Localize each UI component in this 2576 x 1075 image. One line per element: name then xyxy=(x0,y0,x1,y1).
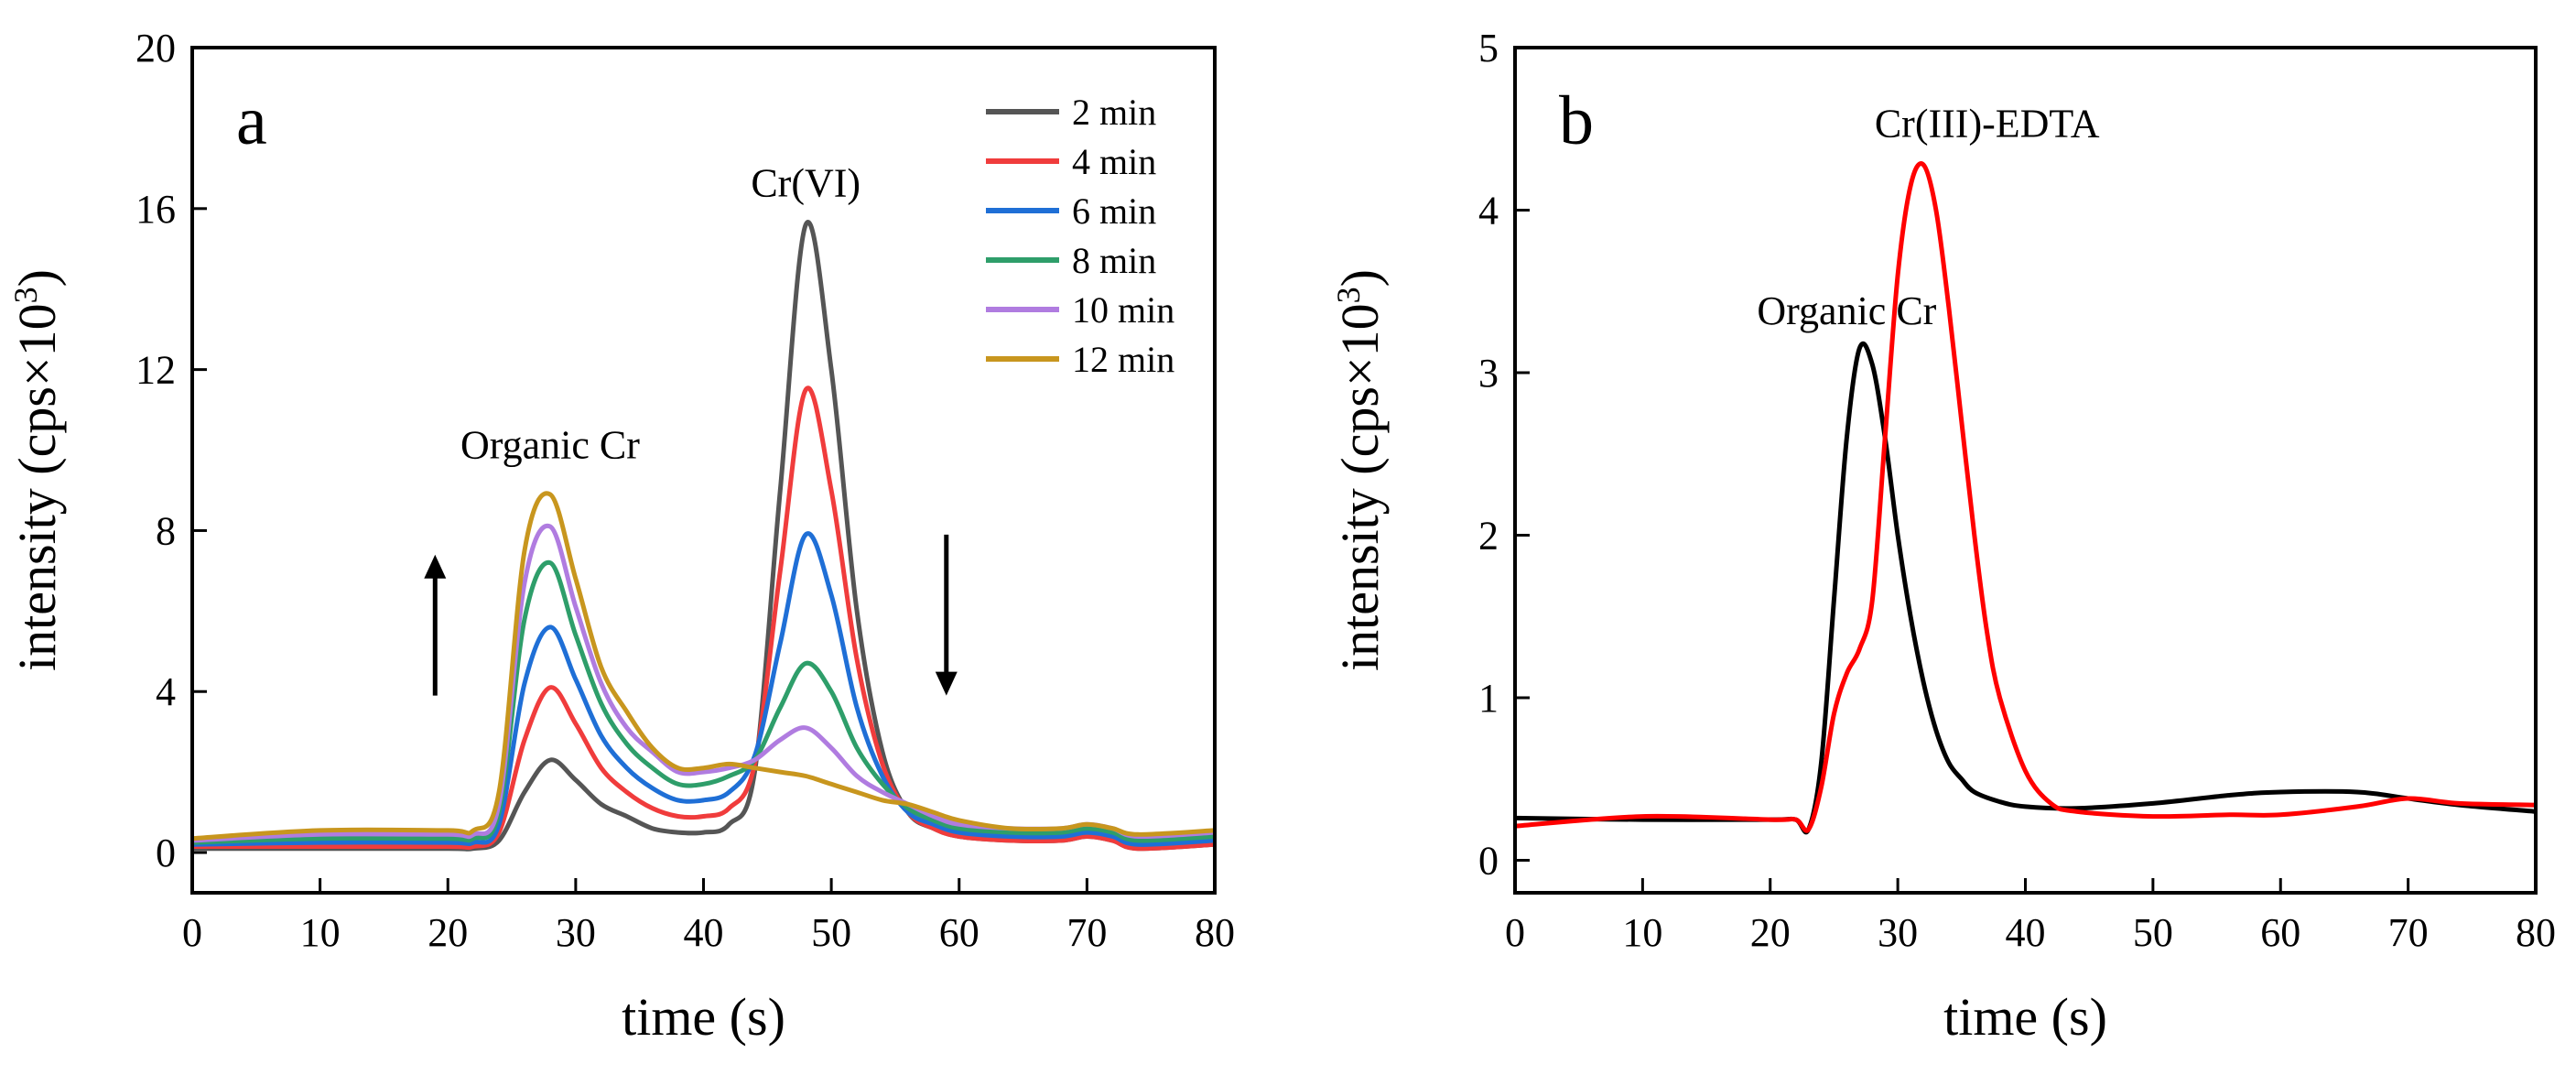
panel-b: 0 10 20 30 40 50 60 70 80 0 1 2 3 4 5 b time (s) inte… xyxy=(1330,26,2556,1047)
x-tick-label: 50 xyxy=(811,910,851,955)
y-tick-label: 1 xyxy=(1478,676,1499,721)
x-tick-label: 70 xyxy=(2388,910,2429,955)
annotation-cr-iii-edta: Cr(III)-EDTA xyxy=(1875,102,2100,147)
x-tick-label: 10 xyxy=(1622,910,1662,955)
y-axis: 0 1 2 3 4 5 xyxy=(1478,26,1530,884)
panel-label: a xyxy=(236,82,267,159)
y-tick-label: 5 xyxy=(1478,26,1499,71)
y-tick-label: 2 xyxy=(1478,514,1499,559)
series-line-2-min xyxy=(192,220,1216,852)
x-axis-label: time (s) xyxy=(622,987,785,1047)
y-tick-label: 8 xyxy=(156,508,176,553)
x-tick-label: 40 xyxy=(2006,910,2046,955)
y-axis-label-close: ) xyxy=(1330,269,1390,287)
x-tick-label: 20 xyxy=(428,910,468,955)
series-line-0 xyxy=(1514,341,2537,835)
arrow-up-head xyxy=(424,554,447,579)
y-tick-label: 3 xyxy=(1478,351,1499,396)
series-line-1 xyxy=(1514,161,2537,833)
x-tick-label: 60 xyxy=(939,910,980,955)
series-line-4-min xyxy=(192,385,1216,852)
y-tick-label: 4 xyxy=(1478,189,1499,233)
legend-label: 12 min xyxy=(1072,339,1174,380)
legend-label: 8 min xyxy=(1072,240,1156,281)
y-tick-label: 20 xyxy=(135,26,176,71)
x-tick-label: 60 xyxy=(2260,910,2300,955)
trend-arrows xyxy=(424,534,958,696)
legend-label: 4 min xyxy=(1072,141,1156,182)
y-axis-label-close: ) xyxy=(7,269,67,287)
series-lines xyxy=(1514,161,2537,835)
x-tick-label: 0 xyxy=(182,910,202,955)
x-tick-label: 40 xyxy=(684,910,724,955)
legend-label: 6 min xyxy=(1072,190,1156,232)
x-tick-label: 10 xyxy=(300,910,341,955)
legend-label: 10 min xyxy=(1072,289,1174,331)
y-axis-label: intensity (cps×103) xyxy=(7,269,67,671)
y-axis-label-main: intensity (cps×10 xyxy=(7,303,67,671)
legend: 2 min 4 min 6 min 8 min 10 min 12 min xyxy=(986,92,1174,380)
x-tick-label: 80 xyxy=(2516,910,2556,955)
annotation-organic-cr: Organic Cr xyxy=(460,422,640,467)
panel-a: 0 10 20 30 40 50 60 70 80 0 4 8 12 16 20 a time (s) i… xyxy=(7,26,1235,1047)
y-tick-label: 12 xyxy=(135,348,176,393)
legend-label: 2 min xyxy=(1072,92,1156,133)
series-lines xyxy=(191,220,1216,852)
x-axis: 0 10 20 30 40 50 60 70 80 xyxy=(182,878,1235,955)
y-axis-label-sup: 3 xyxy=(7,287,44,303)
plot-frame xyxy=(190,46,1217,895)
x-axis: 0 10 20 30 40 50 60 70 80 xyxy=(1505,878,2556,955)
y-tick-label: 4 xyxy=(156,669,176,714)
panel-label: b xyxy=(1559,82,1594,159)
y-tick-label: 16 xyxy=(135,187,176,232)
annotation-cr-vi: Cr(VI) xyxy=(751,161,860,206)
plot-frame xyxy=(1513,46,2538,895)
x-tick-label: 20 xyxy=(1750,910,1791,955)
arrow-down-head xyxy=(935,671,958,696)
y-axis: 0 4 8 12 16 20 xyxy=(135,26,207,875)
x-tick-label: 80 xyxy=(1195,910,1235,955)
x-tick-label: 30 xyxy=(556,910,596,955)
series-line-12-min xyxy=(191,491,1216,842)
annotation-organic-cr: Organic Cr xyxy=(1757,288,1936,333)
y-axis-label: intensity (cps×103) xyxy=(1330,269,1390,671)
x-tick-label: 0 xyxy=(1505,910,1525,955)
y-axis-label-main: intensity (cps×10 xyxy=(1330,303,1390,671)
x-axis-label: time (s) xyxy=(1943,987,2107,1047)
x-tick-label: 70 xyxy=(1066,910,1107,955)
y-tick-label: 0 xyxy=(156,831,176,875)
x-tick-label: 30 xyxy=(1878,910,1918,955)
y-tick-label: 0 xyxy=(1478,839,1499,884)
x-tick-label: 50 xyxy=(2133,910,2173,955)
series-line-6-min xyxy=(191,531,1216,847)
y-axis-label-sup: 3 xyxy=(1330,287,1367,303)
series-line-10-min xyxy=(191,523,1216,843)
